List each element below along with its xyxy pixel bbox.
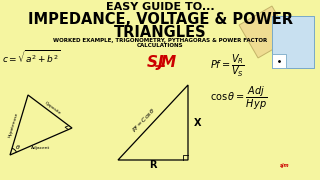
Text: M: M bbox=[160, 55, 176, 70]
FancyBboxPatch shape bbox=[272, 54, 286, 68]
Text: $\theta$: $\theta$ bbox=[15, 143, 21, 151]
Text: J: J bbox=[157, 55, 163, 70]
Text: R: R bbox=[149, 160, 157, 170]
Text: S: S bbox=[147, 55, 157, 70]
FancyBboxPatch shape bbox=[272, 54, 286, 68]
Text: CALCULATIONS: CALCULATIONS bbox=[137, 43, 183, 48]
FancyBboxPatch shape bbox=[272, 16, 314, 68]
Text: $Pf = \dfrac{V_R}{V_S}$: $Pf = \dfrac{V_R}{V_S}$ bbox=[210, 52, 245, 79]
Text: $\cos\theta = \dfrac{Adj}{Hyp}$: $\cos\theta = \dfrac{Adj}{Hyp}$ bbox=[210, 85, 267, 112]
Text: $c = \sqrt{a^2 + b^2}$: $c = \sqrt{a^2 + b^2}$ bbox=[2, 49, 60, 66]
Text: $Pf = Cos\theta$: $Pf = Cos\theta$ bbox=[131, 106, 157, 134]
Text: Opposite: Opposite bbox=[44, 100, 62, 115]
Text: X: X bbox=[194, 118, 202, 127]
Text: EASY GUIDE TO...: EASY GUIDE TO... bbox=[106, 2, 214, 12]
Text: WORKED EXAMPLE, TRIGONOMETRY, PYTHAGORAS & POWER FACTOR: WORKED EXAMPLE, TRIGONOMETRY, PYTHAGORAS… bbox=[53, 38, 267, 43]
Text: TRIANGLES: TRIANGLES bbox=[114, 25, 206, 40]
Text: IMPEDANCE, VOLTAGE & POWER: IMPEDANCE, VOLTAGE & POWER bbox=[28, 12, 292, 27]
Text: Hypotenuse: Hypotenuse bbox=[7, 111, 19, 138]
Polygon shape bbox=[239, 6, 291, 58]
Text: sjm: sjm bbox=[280, 163, 290, 168]
FancyBboxPatch shape bbox=[272, 16, 314, 68]
Text: Adjacent: Adjacent bbox=[31, 147, 51, 150]
